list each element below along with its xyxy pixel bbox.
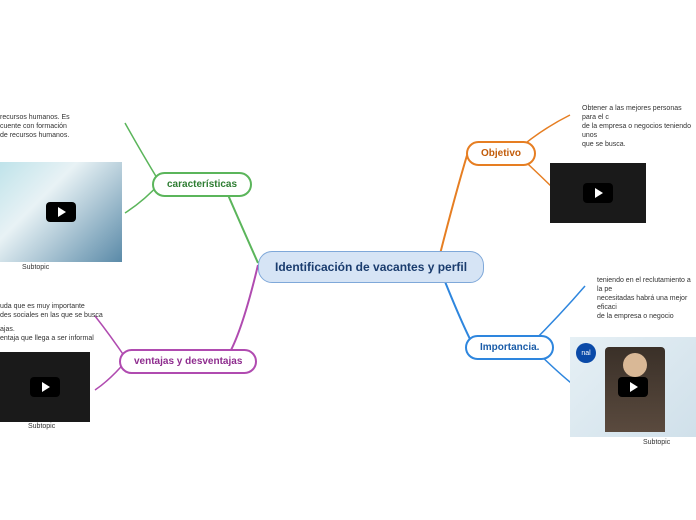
branch-caracteristicas[interactable]: características xyxy=(152,172,252,197)
branch-objetivo[interactable]: Objetivo xyxy=(466,141,536,166)
play-icon xyxy=(583,183,613,203)
center-node[interactable]: Identificación de vacantes y perfil xyxy=(258,251,484,283)
play-icon xyxy=(46,202,76,222)
caracteristicas-subtopic: Subtopic xyxy=(22,264,49,271)
ventajas-text-b: ajas. entaja que llega a ser informal xyxy=(0,325,94,343)
video-thumb-ventajas[interactable] xyxy=(0,352,90,422)
video-thumb-importancia[interactable]: nal xyxy=(570,337,696,437)
objetivo-label: Objetivo xyxy=(481,148,521,159)
caracteristicas-text: recursos humanos. Es cuente con formació… xyxy=(0,113,70,140)
importancia-subtopic: Subtopic xyxy=(643,439,670,446)
video-thumb-caracteristicas[interactable] xyxy=(0,162,122,262)
play-icon xyxy=(30,377,60,397)
caracteristicas-label: características xyxy=(167,179,237,190)
ventajas-subtopic: Subtopic xyxy=(28,423,55,430)
branch-ventajas[interactable]: ventajas y desventajas xyxy=(119,349,257,374)
video-thumb-objetivo[interactable] xyxy=(550,163,646,223)
ventajas-label: ventajas y desventajas xyxy=(134,356,242,367)
importancia-text: teniendo en el reclutamiento a la pe nec… xyxy=(597,276,696,321)
importancia-label: Importancia. xyxy=(480,342,539,353)
play-icon xyxy=(618,377,648,397)
objetivo-text: Obtener a las mejores personas para el c… xyxy=(582,104,696,149)
badge-icon: nal xyxy=(576,343,596,363)
center-label: Identificación de vacantes y perfil xyxy=(275,260,467,274)
branch-importancia[interactable]: Importancia. xyxy=(465,335,554,360)
ventajas-text-a: uda que es muy importante des sociales e… xyxy=(0,302,103,320)
